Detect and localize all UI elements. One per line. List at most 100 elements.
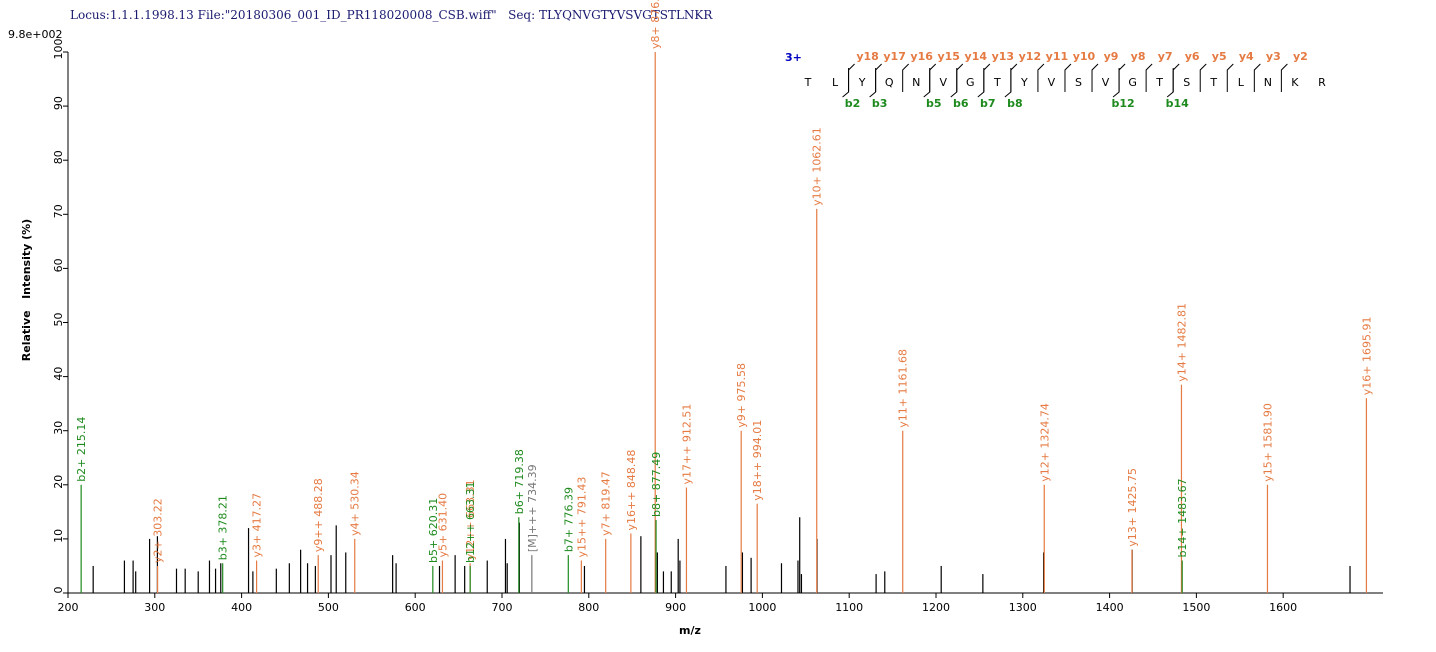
peak-label: y16++ 848.48 xyxy=(625,450,638,531)
y-ion: y2 xyxy=(1293,50,1308,63)
y-ion: y10 xyxy=(1073,50,1096,63)
y-tick-label: 20 xyxy=(52,475,65,489)
y-ion: y15 xyxy=(937,50,959,63)
peak-label: y15++ 791.43 xyxy=(575,477,588,558)
peak-label: b5+ 620.31 xyxy=(427,498,440,563)
y-tick-label: 10 xyxy=(52,529,65,543)
peak-label: y13+ 1425.75 xyxy=(1126,468,1139,547)
y-bracket xyxy=(1172,63,1180,92)
residue: G xyxy=(1128,76,1137,89)
peak-label: b12++ 663.31 xyxy=(464,482,477,563)
y-ion: y3 xyxy=(1266,50,1281,63)
x-tick-label: 1600 xyxy=(1269,601,1297,614)
y-axis-label: Relative Intensity (%) xyxy=(20,219,33,361)
scale-label: 9.8e+002 xyxy=(8,28,62,41)
x-tick-label: 700 xyxy=(491,601,512,614)
y-tick-label: 90 xyxy=(52,96,65,110)
y-tick-label: 80 xyxy=(52,150,65,164)
peak-label: y18++ 994.01 xyxy=(751,420,764,501)
x-tick-label: 1300 xyxy=(1009,601,1037,614)
residue: T xyxy=(804,76,812,89)
y-ion: y7 xyxy=(1158,50,1173,63)
x-tick-label: 300 xyxy=(144,601,165,614)
y-bracket xyxy=(1199,63,1207,92)
y-ion: y12 xyxy=(1019,50,1041,63)
residue: Y xyxy=(858,76,866,89)
y-bracket xyxy=(1253,63,1261,92)
y-tick-label: 100 xyxy=(52,39,65,60)
peak-label: b6+ 719.38 xyxy=(513,449,526,514)
b-ion: b2 xyxy=(845,97,861,110)
y-ion: y4 xyxy=(1239,50,1254,63)
y-tick-label: 0 xyxy=(52,587,65,594)
b-ion: b3 xyxy=(872,97,888,110)
y-bracket xyxy=(1064,63,1072,92)
peak-label: y12+ 1324.74 xyxy=(1038,403,1051,482)
b-ion: b12 xyxy=(1111,97,1134,110)
residue: S xyxy=(1075,76,1082,89)
x-tick-label: 1500 xyxy=(1182,601,1210,614)
y-bracket xyxy=(929,63,937,92)
residue: L xyxy=(1238,76,1245,89)
peak-label: y3+ 417.27 xyxy=(251,493,264,558)
residue: N xyxy=(912,76,920,89)
y-ion: y9 xyxy=(1104,50,1119,63)
peak-label: y7+ 819.47 xyxy=(600,471,613,536)
residue: N xyxy=(1264,76,1272,89)
residue: L xyxy=(832,76,839,89)
peak-label: y9+ 975.58 xyxy=(735,363,748,428)
peak-label: y5+ 631.40 xyxy=(436,493,449,558)
peak-label: y2+ 303.22 xyxy=(152,498,165,563)
y-bracket xyxy=(1280,63,1288,92)
b-ion: b8 xyxy=(1007,97,1023,110)
residue: G xyxy=(966,76,975,89)
y-tick-label: 50 xyxy=(52,313,65,327)
b-bracket xyxy=(977,68,985,98)
y-ion: y17 xyxy=(883,50,905,63)
y-ion: y14 xyxy=(965,50,988,63)
peak-label: y16+ 1695.91 xyxy=(1360,317,1373,396)
residue: R xyxy=(1318,76,1326,89)
peak-label: b7+ 776.39 xyxy=(562,487,575,552)
b-ion: b14 xyxy=(1166,97,1190,110)
b-bracket xyxy=(1004,68,1012,98)
y-ion: y11 xyxy=(1046,50,1068,63)
peak-label: y4+ 530.34 xyxy=(349,471,362,536)
residue: V xyxy=(1048,76,1056,89)
y-bracket xyxy=(1091,63,1099,92)
residue: V xyxy=(1102,76,1110,89)
x-tick-label: 800 xyxy=(578,601,599,614)
chart-title: Locus:1.1.1.1998.13 File:"20180306_001_I… xyxy=(70,8,713,22)
b-ion: b6 xyxy=(953,97,969,110)
residue: S xyxy=(1183,76,1190,89)
x-tick-label: 200 xyxy=(58,601,79,614)
peak-label: y11+ 1161.68 xyxy=(897,349,910,428)
y-bracket xyxy=(1145,63,1153,92)
peak-label: y10+ 1062.61 xyxy=(811,127,824,206)
b-bracket xyxy=(869,68,877,98)
residue: Y xyxy=(1020,76,1028,89)
b-ion: b5 xyxy=(926,97,942,110)
b-bracket xyxy=(1112,68,1120,98)
y-bracket xyxy=(875,63,882,92)
b-bracket xyxy=(1166,68,1174,98)
x-tick-label: 900 xyxy=(665,601,686,614)
residue: K xyxy=(1291,76,1299,89)
y-ion: y8 xyxy=(1131,50,1146,63)
y-bracket xyxy=(983,63,991,92)
peak-label: b2+ 215.14 xyxy=(75,417,88,482)
y-tick-label: 40 xyxy=(52,367,65,381)
b-bracket xyxy=(842,68,850,98)
peak-label: y14+ 1482.81 xyxy=(1175,303,1188,382)
y-tick-label: 60 xyxy=(52,258,65,272)
peak-label: b14+ 1483.67 xyxy=(1176,478,1189,557)
y-ion: y6 xyxy=(1185,50,1200,63)
y-bracket xyxy=(1037,63,1045,92)
y-bracket xyxy=(956,63,964,92)
residue: T xyxy=(1209,76,1217,89)
y-ion: y5 xyxy=(1212,50,1227,63)
x-tick-label: 400 xyxy=(231,601,252,614)
peak-label: y17++ 912.51 xyxy=(680,404,693,485)
residue: T xyxy=(993,76,1001,89)
